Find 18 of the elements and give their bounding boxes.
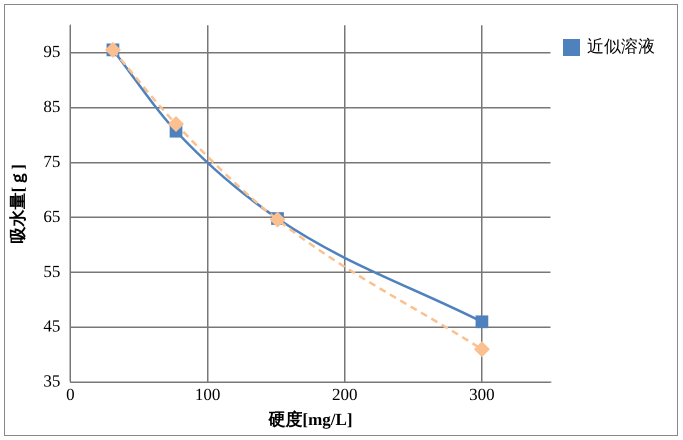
x-axis-title: 硬度[mg/L] xyxy=(267,410,352,430)
point xyxy=(270,212,286,228)
x-tick-label: 0 xyxy=(66,384,75,404)
y-tick-label: 95 xyxy=(43,42,60,62)
y-tick-label: 45 xyxy=(43,316,60,336)
legend-label: 近似溶液 xyxy=(587,36,655,56)
y-tick-label: 75 xyxy=(43,152,60,171)
y-tick-label: 35 xyxy=(43,372,60,391)
y-tick-label: 55 xyxy=(43,262,60,281)
x-tick-label: 300 xyxy=(469,384,495,404)
x-tick-label: 100 xyxy=(194,384,220,404)
point xyxy=(168,116,184,132)
y-tick-label: 65 xyxy=(43,206,60,226)
x-tick-label: 200 xyxy=(332,384,358,404)
point xyxy=(476,315,488,328)
y-tick-label: 85 xyxy=(43,97,60,116)
y-axis-title: 吸水量[ｇ] xyxy=(8,164,28,244)
point xyxy=(474,341,490,358)
